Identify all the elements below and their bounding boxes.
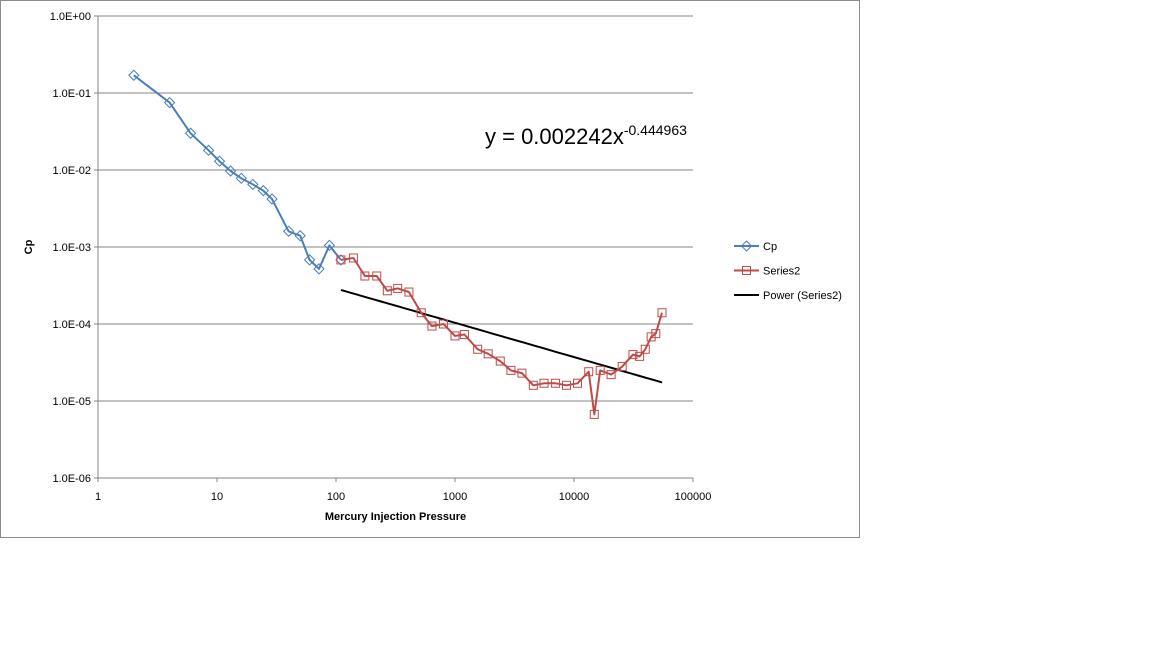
data-point-square [382, 286, 392, 296]
legend-item-cp: Cp [734, 240, 777, 253]
data-point-diamond [282, 225, 295, 237]
data-point-square [450, 331, 460, 341]
legend-item-power-series2-: Power (Series2) [734, 290, 842, 302]
data-point-square [562, 380, 572, 390]
data-point-square [336, 255, 346, 265]
tick-labels: 1.0E-06 1.0E-05 1.0E-04 1.0E-03 1.0E-02 1.0E-… [50, 11, 712, 503]
data-point-square [495, 356, 505, 366]
data-point-square [589, 409, 599, 419]
x-tick-label: 10 [211, 491, 223, 503]
data-point-square [742, 266, 751, 275]
series-layer [128, 69, 667, 419]
data-point-square [640, 344, 650, 354]
data-point-diamond [247, 178, 259, 191]
y-tick-label: 1.0E-03 [52, 242, 91, 254]
data-point-diamond [235, 172, 247, 185]
trendline-equation-exponent: -0.444963 [624, 122, 687, 138]
data-point-diamond [184, 127, 197, 139]
data-point-square [459, 330, 469, 340]
data-point-diamond [128, 69, 140, 81]
data-point-square [348, 253, 358, 263]
data-point-square [360, 271, 370, 281]
series-series2 [336, 253, 667, 419]
y-tick-label: 1.0E-02 [52, 165, 91, 177]
x-tick-label: 100000 [675, 491, 712, 503]
data-point-square [584, 367, 594, 377]
data-point-square [528, 380, 538, 390]
data-point-square [572, 378, 582, 388]
legend-label: Cp [763, 241, 777, 253]
data-point-square [427, 321, 437, 331]
data-point-square [438, 319, 448, 329]
data-point-diamond [266, 193, 278, 205]
data-point-square [635, 351, 645, 361]
legend-item-series2: Series2 [734, 266, 800, 278]
x-axis-title: Mercury Injection Pressure [325, 511, 466, 523]
data-point-square [617, 362, 627, 372]
trendline-equation-base: y = 0.002242x [485, 124, 624, 149]
data-point-diamond [213, 155, 226, 167]
data-point-diamond [224, 165, 237, 177]
trendline-power-series2 [340, 288, 663, 384]
data-point-diamond [740, 240, 753, 252]
data-point-square [606, 370, 616, 380]
data-point-square [372, 271, 382, 281]
y-tick-label: 1.0E-05 [52, 396, 91, 408]
x-tick-label: 1000 [443, 491, 467, 503]
data-point-diamond [202, 144, 215, 157]
axes [94, 15, 694, 482]
legend-label: Series2 [763, 266, 800, 278]
data-point-square [506, 365, 516, 375]
data-point-square [404, 287, 414, 297]
data-point-square [551, 378, 561, 388]
data-point-square [628, 350, 638, 360]
gridlines [98, 15, 693, 402]
y-tick-label: 1.0E+00 [50, 11, 91, 23]
x-tick-label: 10000 [559, 491, 590, 503]
x-tick-label: 1 [95, 491, 101, 503]
trendline-equation: y = 0.002242x-0.444963 [485, 122, 687, 149]
trendline-layer [340, 288, 663, 384]
data-point-square [646, 332, 656, 342]
data-point-diamond [257, 184, 270, 197]
data-point-square [539, 378, 549, 388]
x-tick-label: 100 [327, 491, 345, 503]
chart-svg: 1.0E-06 1.0E-05 1.0E-04 1.0E-03 1.0E-02 1.0E-… [23, 11, 842, 523]
data-point-square [595, 365, 605, 375]
data-point-diamond [335, 254, 347, 266]
data-point-square [657, 308, 667, 318]
data-point-diamond [313, 263, 325, 275]
series-line-cp [133, 74, 342, 270]
data-point-square [651, 329, 661, 339]
data-point-square [473, 344, 483, 354]
chart-area: 1.0E-06 1.0E-05 1.0E-04 1.0E-03 1.0E-02 1.0E-… [0, 0, 860, 538]
data-point-diamond [294, 230, 306, 242]
data-point-diamond [303, 254, 316, 266]
data-point-square [483, 349, 493, 359]
data-point-diamond [323, 239, 336, 252]
legend: Cp Series2 Power (Series2) [734, 240, 842, 302]
y-tick-label: 1.0E-01 [52, 88, 91, 100]
series-cp [128, 69, 347, 275]
y-tick-label: 1.0E-06 [52, 473, 91, 485]
data-point-square [416, 308, 426, 318]
y-tick-label: 1.0E-04 [52, 319, 91, 331]
legend-label: Power (Series2) [763, 290, 842, 302]
data-point-square [517, 368, 527, 378]
data-point-square [393, 283, 403, 293]
data-point-diamond [163, 96, 176, 109]
y-axis-title: Cp [23, 239, 35, 254]
